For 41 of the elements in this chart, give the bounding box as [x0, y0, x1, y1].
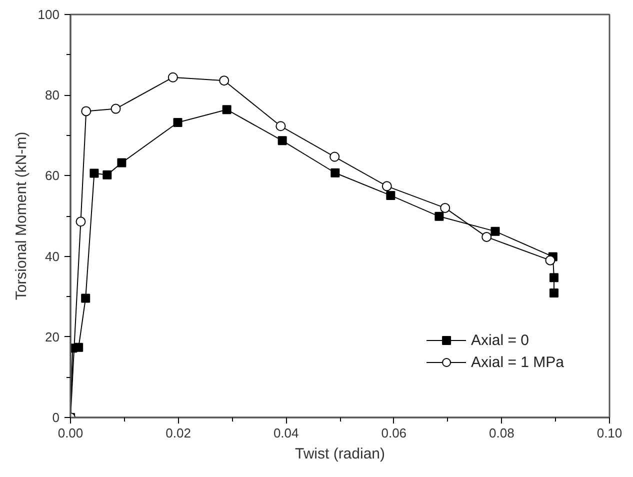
y-tick-label: 20 [45, 329, 60, 344]
x-tick-label: 0.08 [489, 426, 514, 440]
point [110, 104, 121, 114]
point [330, 152, 340, 162]
point [330, 168, 340, 178]
point [276, 121, 286, 132]
point [102, 170, 112, 180]
y-tick-label: 60 [45, 168, 60, 184]
y-tick-label: 40 [45, 248, 60, 264]
y-tick-label: 100 [38, 7, 60, 22]
x-tick-label: 0.04 [273, 426, 299, 440]
point [76, 216, 86, 227]
point [278, 136, 287, 146]
point [173, 118, 182, 128]
point [545, 255, 556, 266]
x-tick-label: 0.10 [596, 426, 622, 440]
point [81, 294, 90, 303]
point [549, 288, 558, 298]
point [382, 181, 392, 192]
x-tick-label: 0.06 [381, 426, 407, 440]
point [490, 226, 500, 236]
legend-label: Axial = 0 [471, 332, 529, 348]
point [90, 168, 99, 178]
y-axis-title: Torsional Moment (kN-m) [12, 132, 30, 300]
point [440, 202, 450, 213]
point [117, 158, 126, 168]
point [386, 190, 396, 200]
x-axis-title: Twist (radian) [294, 446, 386, 462]
point [222, 105, 232, 114]
y-tick-label: 0 [52, 410, 60, 425]
point [482, 232, 492, 242]
point [81, 106, 92, 116]
point [74, 342, 84, 352]
y-tick-label: 80 [45, 88, 60, 103]
point [434, 212, 444, 221]
x-tick-label: 0.00 [58, 426, 84, 440]
point [168, 72, 178, 82]
legend-label: Axial = 1 MPa [471, 354, 564, 370]
point [219, 76, 230, 86]
x-tick-label: 0.02 [166, 426, 191, 440]
point [549, 273, 558, 282]
